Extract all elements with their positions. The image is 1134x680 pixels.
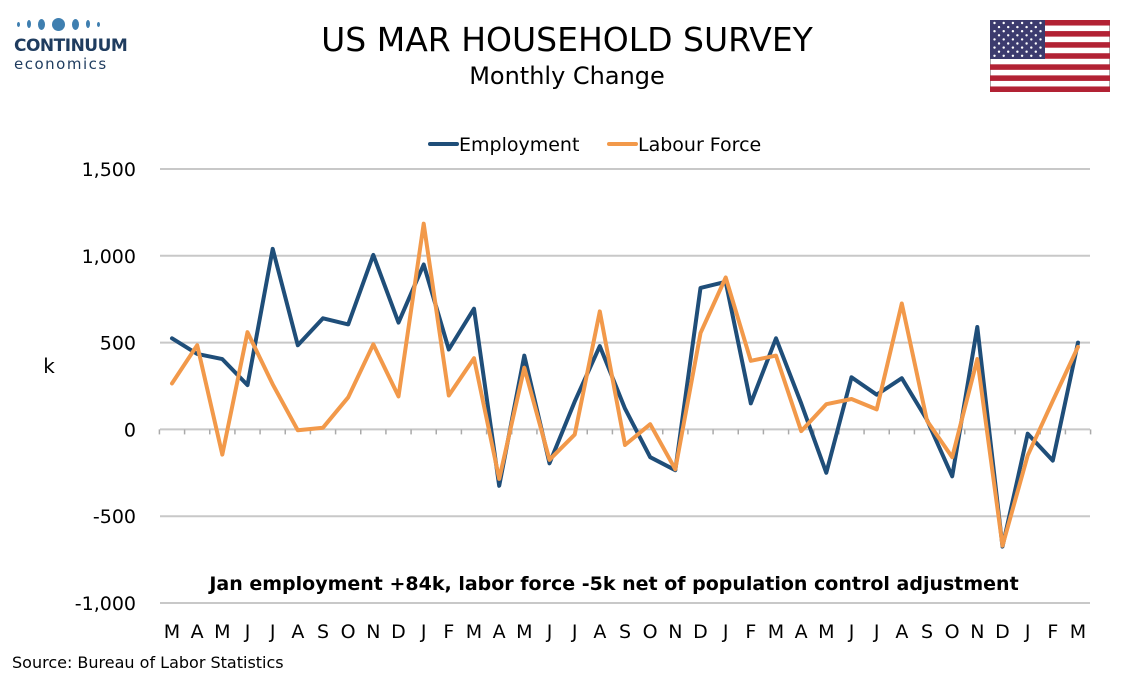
x-tick-label: D	[391, 621, 406, 643]
legend-label: Labour Force	[638, 134, 761, 156]
chart-subtitle: Monthly Change	[469, 62, 665, 90]
chart-title: US MAR HOUSEHOLD SURVEY	[321, 20, 813, 59]
y-tick-label: 1,500	[82, 159, 136, 181]
x-tick-label: A	[291, 621, 304, 643]
y-tick-label: 1,000	[82, 246, 136, 268]
x-tick-label: A	[895, 621, 908, 643]
x-tick-label: J	[269, 621, 276, 643]
series-line-labour-force	[170, 221, 1080, 548]
x-tick-label: M	[818, 621, 834, 643]
y-tick-label: 500	[100, 333, 136, 355]
logo-subtitle: economics	[14, 55, 108, 73]
source-note: Source: Bureau of Labor Statistics	[12, 653, 284, 672]
series-line-employment	[170, 246, 1080, 549]
y-tick-label: -500	[93, 506, 136, 528]
y-tick-label: 0	[124, 419, 136, 441]
x-tick-label: A	[191, 621, 204, 643]
x-tick-label: N	[668, 621, 682, 643]
x-tick-label: M	[1070, 621, 1086, 643]
x-tick-label: M	[768, 621, 784, 643]
x-tick-label: S	[619, 621, 631, 643]
x-tick-label: J	[722, 621, 729, 643]
x-tick-label: F	[443, 621, 454, 643]
us-flag-icon	[990, 20, 1110, 92]
x-tick-label: J	[848, 621, 855, 643]
logo-name: CONTINUUM	[14, 36, 128, 56]
legend-label: Employment	[459, 134, 579, 156]
y-axis-label: k	[43, 354, 55, 378]
chart-annotation: Jan employment +84k, labor force -5k net…	[207, 573, 1018, 595]
x-tick-label: J	[420, 621, 427, 643]
x-tick-label: D	[693, 621, 708, 643]
x-tick-label: S	[317, 621, 329, 643]
x-tick-label: A	[593, 621, 606, 643]
x-tick-label: J	[546, 621, 553, 643]
x-tick-label: F	[745, 621, 756, 643]
x-tick-label: M	[214, 621, 230, 643]
x-tick-label: N	[970, 621, 984, 643]
x-tick-label: J	[1024, 621, 1031, 643]
x-tick-label: O	[341, 621, 356, 643]
x-tick-label: F	[1047, 621, 1058, 643]
x-tick-label: M	[164, 621, 180, 643]
x-tick-label: N	[366, 621, 380, 643]
logo-dots-icon	[17, 14, 144, 34]
continuum-logo: CONTINUUM economics	[14, 14, 144, 84]
x-tick-label: O	[945, 621, 960, 643]
x-tick-label: J	[571, 621, 578, 643]
x-tick-label: O	[643, 621, 658, 643]
x-tick-label: D	[995, 621, 1010, 643]
x-tick-label: J	[244, 621, 251, 643]
x-tick-label: A	[493, 621, 506, 643]
x-tick-label: M	[466, 621, 482, 643]
x-tick-label: J	[873, 621, 880, 643]
x-tick-label: A	[795, 621, 808, 643]
y-tick-label: -1,000	[75, 593, 136, 615]
x-tick-label: M	[516, 621, 532, 643]
x-tick-label: S	[921, 621, 933, 643]
